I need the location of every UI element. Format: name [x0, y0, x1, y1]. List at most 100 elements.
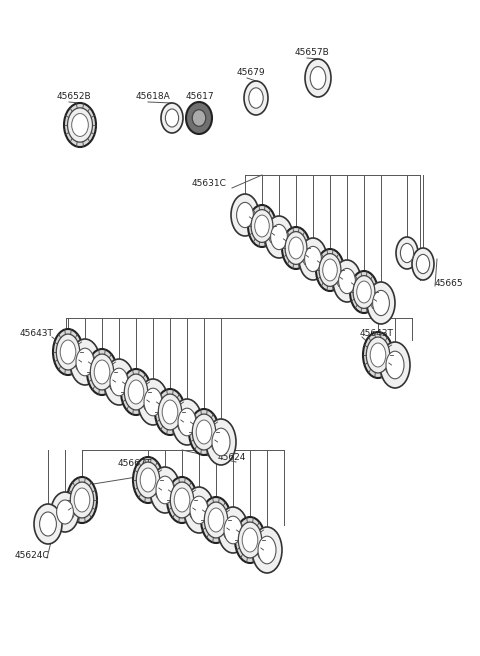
Ellipse shape [242, 528, 258, 552]
Ellipse shape [299, 238, 327, 280]
Ellipse shape [248, 205, 276, 247]
Ellipse shape [204, 502, 228, 538]
Ellipse shape [150, 467, 180, 513]
Text: 45624C: 45624C [15, 551, 49, 560]
Ellipse shape [237, 203, 253, 228]
Ellipse shape [201, 497, 231, 543]
Ellipse shape [208, 508, 224, 532]
Ellipse shape [370, 343, 386, 367]
Ellipse shape [310, 67, 326, 89]
Ellipse shape [206, 419, 236, 465]
Text: 45667T: 45667T [118, 459, 152, 468]
Ellipse shape [212, 428, 230, 456]
Ellipse shape [196, 420, 212, 444]
Ellipse shape [282, 227, 310, 269]
Ellipse shape [70, 482, 94, 518]
Ellipse shape [138, 379, 168, 425]
Ellipse shape [238, 522, 262, 558]
Ellipse shape [76, 348, 94, 376]
Ellipse shape [255, 215, 269, 237]
Ellipse shape [271, 224, 288, 249]
Ellipse shape [34, 504, 62, 544]
Ellipse shape [161, 103, 183, 133]
Ellipse shape [72, 113, 88, 136]
Ellipse shape [396, 237, 418, 269]
Ellipse shape [68, 108, 93, 142]
Text: 45643T: 45643T [360, 329, 394, 338]
Ellipse shape [51, 492, 79, 532]
Ellipse shape [350, 271, 378, 313]
Ellipse shape [174, 488, 190, 512]
Ellipse shape [231, 194, 259, 236]
Ellipse shape [367, 282, 395, 324]
Ellipse shape [94, 360, 110, 384]
Ellipse shape [124, 374, 148, 410]
Ellipse shape [265, 216, 293, 258]
Ellipse shape [67, 477, 97, 523]
Ellipse shape [53, 329, 83, 375]
Ellipse shape [190, 496, 208, 523]
Ellipse shape [162, 400, 178, 424]
Ellipse shape [136, 462, 160, 498]
Ellipse shape [244, 81, 268, 115]
Ellipse shape [372, 291, 389, 316]
Ellipse shape [57, 500, 73, 524]
Ellipse shape [56, 334, 80, 370]
Ellipse shape [416, 255, 430, 274]
Ellipse shape [252, 527, 282, 573]
Text: 45652B: 45652B [57, 92, 92, 101]
Text: 45679: 45679 [237, 68, 265, 77]
Ellipse shape [189, 409, 219, 455]
Ellipse shape [218, 507, 248, 553]
Ellipse shape [305, 59, 331, 97]
Ellipse shape [192, 414, 216, 450]
Ellipse shape [285, 232, 307, 264]
Text: 45617: 45617 [186, 92, 215, 101]
Ellipse shape [110, 368, 128, 396]
Ellipse shape [380, 342, 410, 388]
Ellipse shape [319, 254, 341, 287]
Text: 45624: 45624 [218, 453, 246, 462]
Ellipse shape [158, 394, 182, 430]
Text: 45643T: 45643T [20, 329, 54, 338]
Ellipse shape [170, 482, 194, 518]
Text: 45618A: 45618A [136, 92, 171, 101]
Ellipse shape [353, 276, 375, 308]
Ellipse shape [249, 88, 263, 108]
Ellipse shape [338, 268, 355, 294]
Ellipse shape [166, 109, 179, 127]
Ellipse shape [121, 369, 151, 415]
Ellipse shape [363, 332, 393, 378]
Ellipse shape [172, 399, 202, 445]
Ellipse shape [155, 389, 185, 435]
Ellipse shape [70, 339, 100, 385]
Text: 45657B: 45657B [295, 48, 330, 57]
Ellipse shape [366, 337, 390, 373]
Ellipse shape [64, 103, 96, 147]
Ellipse shape [178, 408, 196, 436]
Text: 45631C: 45631C [192, 179, 227, 188]
Ellipse shape [39, 512, 57, 536]
Ellipse shape [133, 457, 163, 503]
Ellipse shape [144, 388, 162, 416]
Ellipse shape [251, 210, 273, 242]
Ellipse shape [74, 488, 90, 512]
Ellipse shape [60, 340, 76, 364]
Ellipse shape [258, 536, 276, 564]
Ellipse shape [400, 243, 414, 262]
Ellipse shape [104, 359, 134, 405]
Ellipse shape [357, 281, 372, 303]
Ellipse shape [316, 249, 344, 291]
Ellipse shape [333, 260, 361, 302]
Ellipse shape [156, 476, 174, 504]
Ellipse shape [90, 354, 114, 390]
Ellipse shape [386, 351, 404, 379]
Ellipse shape [167, 477, 197, 523]
Ellipse shape [192, 110, 206, 127]
Ellipse shape [87, 349, 117, 395]
Ellipse shape [235, 517, 265, 563]
Text: 45665: 45665 [435, 279, 464, 288]
Ellipse shape [186, 102, 212, 134]
Ellipse shape [323, 259, 337, 281]
Ellipse shape [140, 468, 156, 492]
